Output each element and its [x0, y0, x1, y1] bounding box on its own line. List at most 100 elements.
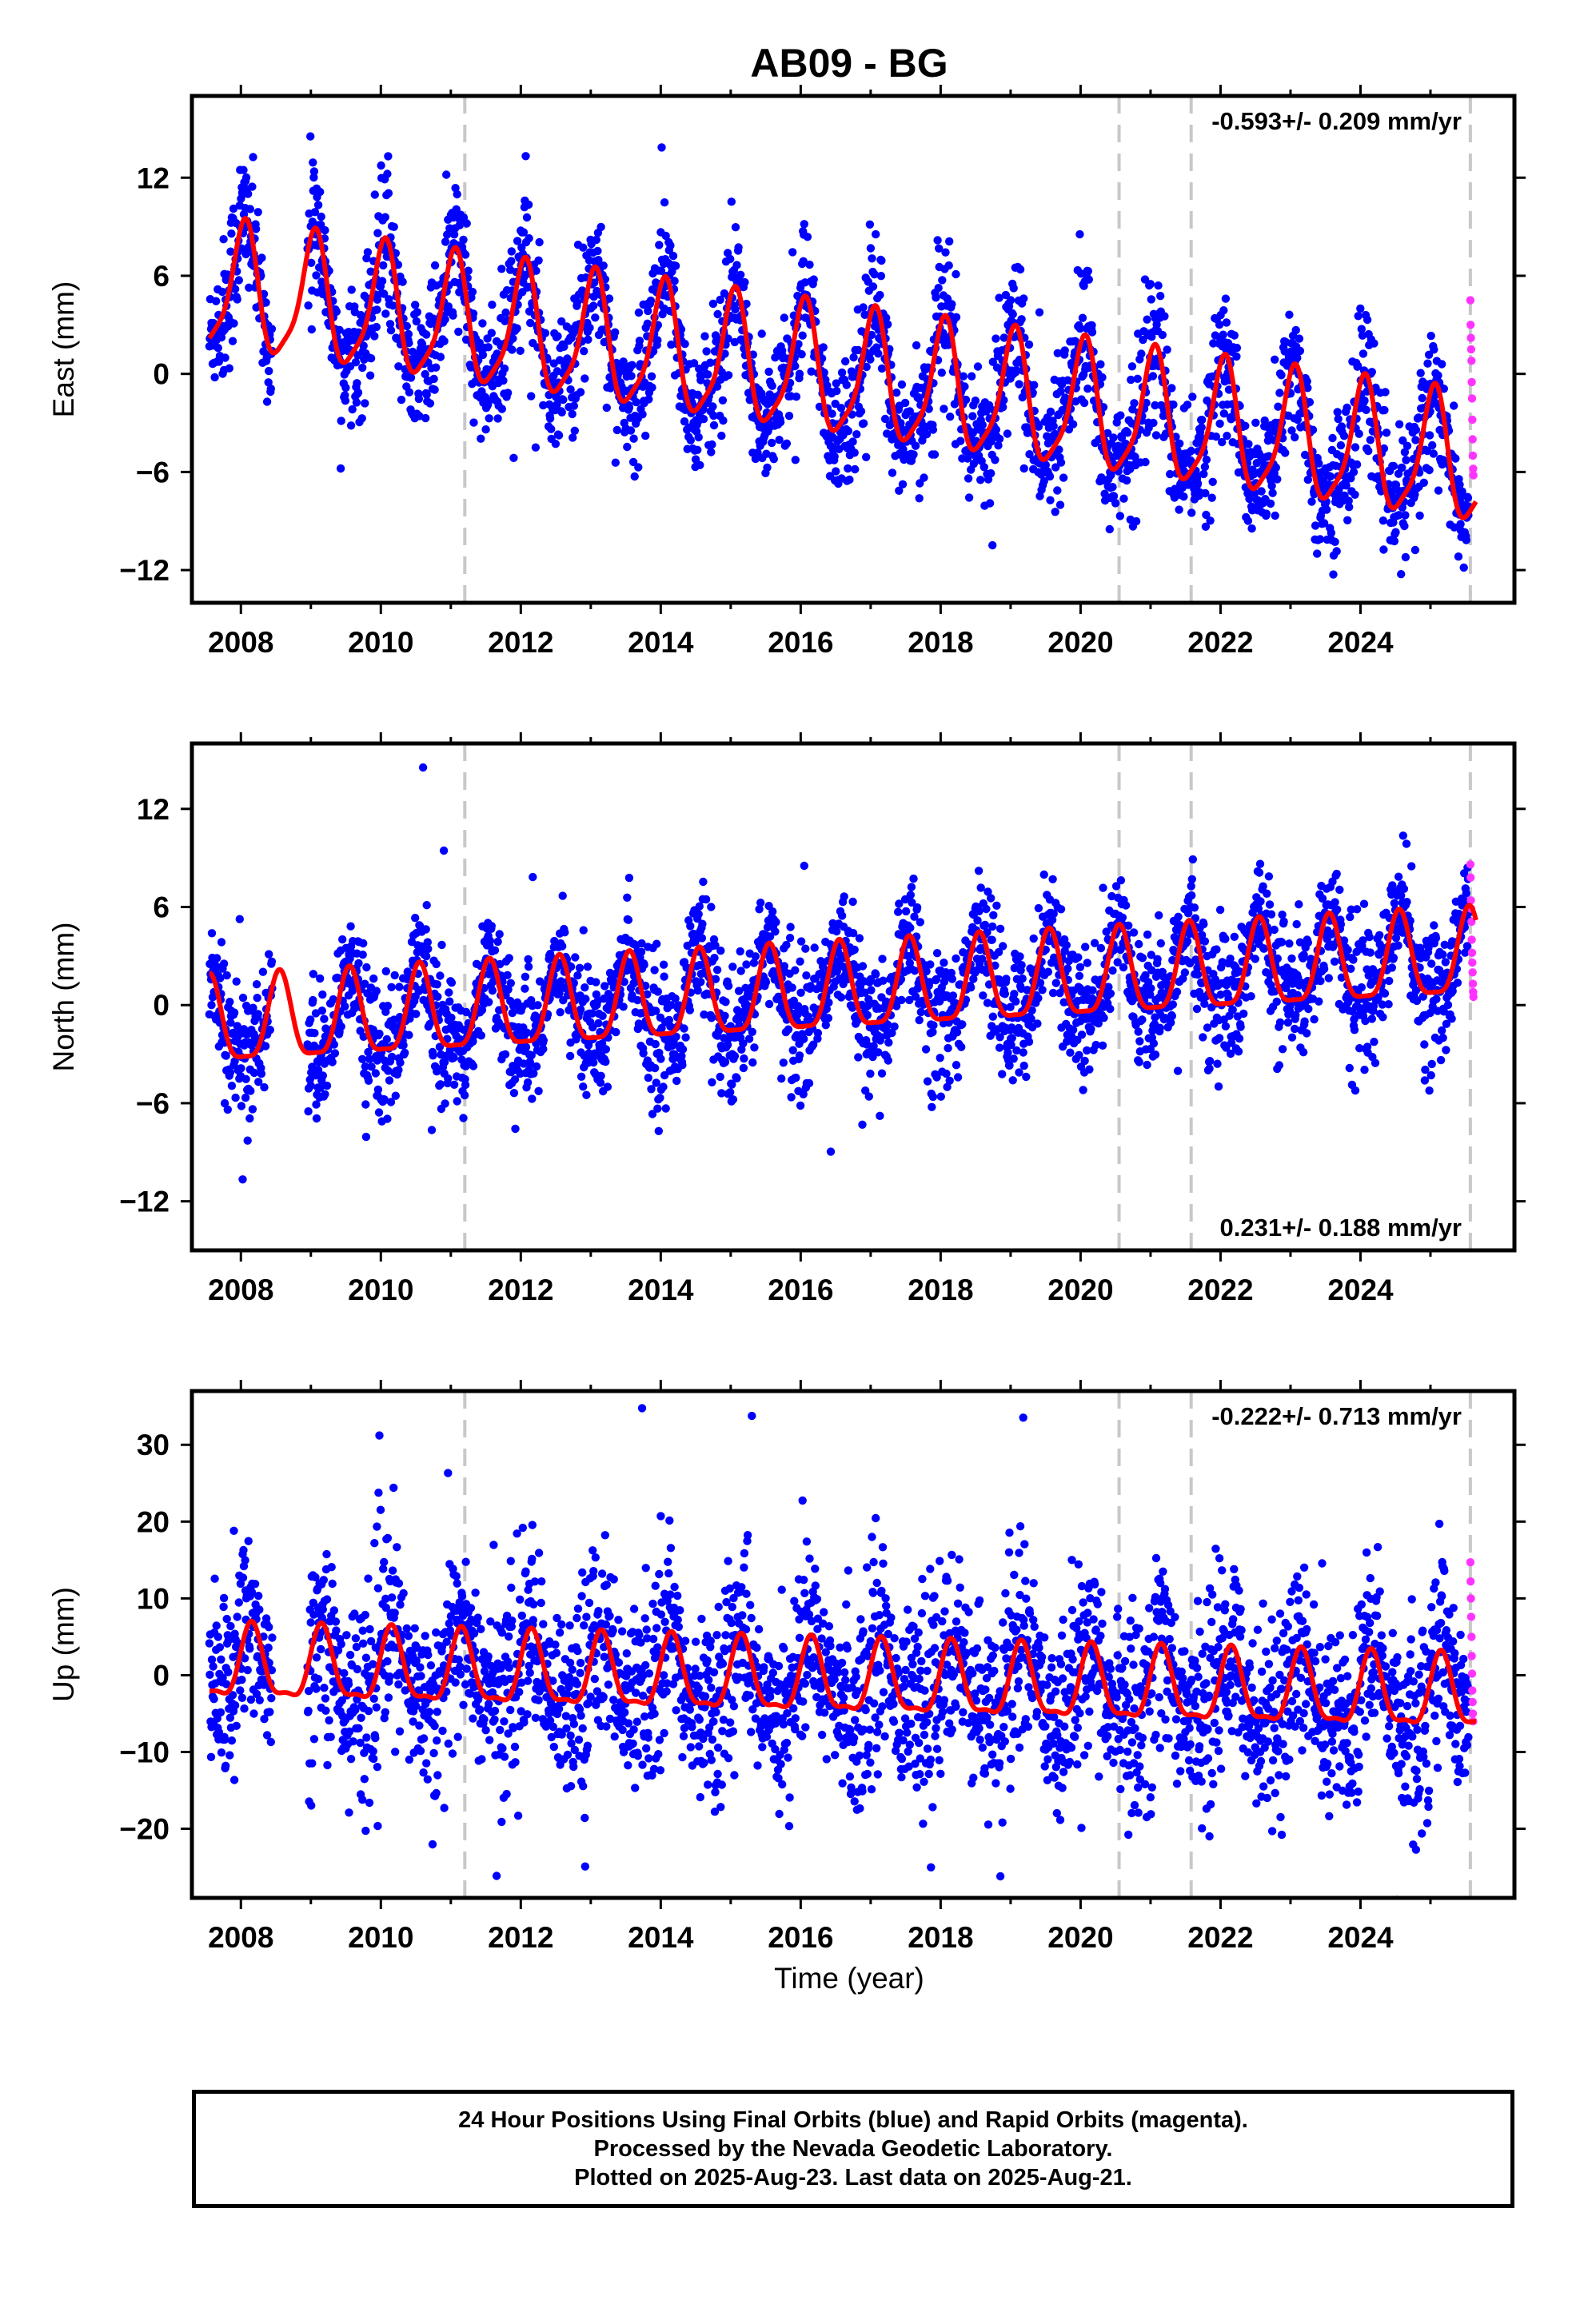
data-point: [1331, 538, 1339, 546]
data-point: [501, 309, 509, 317]
data-point: [1035, 309, 1043, 317]
data-point: [979, 991, 987, 999]
data-point: [1046, 472, 1054, 480]
data-point: [501, 1050, 509, 1058]
data-point: [521, 985, 529, 993]
data-point: [582, 1091, 590, 1099]
data-point: [686, 922, 694, 930]
data-point: [724, 982, 732, 990]
data-point: [1088, 328, 1096, 336]
rapid-data-point: [1468, 416, 1476, 424]
data-point: [736, 271, 744, 279]
data-point: [387, 326, 395, 334]
data-point: [577, 1073, 585, 1081]
data-point: [437, 353, 445, 361]
data-point: [249, 153, 257, 161]
data-point: [1343, 516, 1351, 524]
data-point: [571, 953, 579, 961]
data-point: [1360, 397, 1368, 405]
data-point: [1379, 516, 1387, 524]
data-point: [884, 321, 892, 329]
data-point: [347, 421, 355, 429]
data-point: [987, 894, 995, 902]
chart-title: AB09 - BG: [750, 41, 948, 86]
data-point: [1267, 500, 1275, 508]
data-point: [220, 959, 228, 967]
data-point: [1143, 316, 1151, 324]
data-point: [309, 996, 317, 1004]
data-point: [491, 947, 499, 955]
data-point: [1003, 1048, 1011, 1056]
data-point: [383, 1114, 391, 1122]
data-point: [1201, 463, 1209, 471]
data-point: [1199, 470, 1207, 478]
data-point: [459, 1114, 467, 1122]
data-point: [776, 418, 784, 426]
data-point: [1057, 458, 1065, 466]
data-point: [571, 427, 579, 435]
data-point: [461, 250, 469, 258]
data-point: [805, 1079, 813, 1087]
data-point: [306, 132, 314, 140]
data-point: [598, 1012, 606, 1020]
data-point: [777, 1074, 785, 1082]
data-point: [1241, 422, 1249, 430]
data-point: [865, 1092, 873, 1100]
data-point: [926, 960, 934, 968]
data-point: [1003, 429, 1011, 437]
data-point: [1263, 509, 1271, 517]
data-point: [1044, 968, 1052, 976]
data-point: [337, 1022, 345, 1030]
data-point: [672, 261, 680, 269]
data-point: [1450, 401, 1458, 409]
data-point: [623, 443, 631, 451]
data-point: [317, 213, 325, 221]
data-point: [321, 1090, 329, 1098]
data-point: [392, 1092, 400, 1100]
data-point: [729, 1095, 737, 1103]
data-point: [948, 300, 956, 308]
data-point: [935, 284, 943, 292]
data-point: [411, 914, 419, 922]
data-point: [338, 935, 346, 943]
data-point: [719, 417, 727, 425]
data-point: [268, 325, 276, 333]
data-point: [771, 927, 779, 935]
data-point: [429, 375, 437, 383]
data-point: [949, 991, 957, 999]
data-point: [481, 425, 489, 433]
data-point: [982, 905, 990, 913]
data-point: [1363, 316, 1371, 324]
data-point: [974, 362, 982, 370]
data-point: [1381, 388, 1389, 396]
x-tick-label: 2022: [1187, 626, 1253, 659]
data-point: [1427, 332, 1435, 340]
final-orbit-points: [205, 763, 1474, 1184]
data-point: [860, 419, 868, 427]
data-point: [632, 398, 640, 406]
data-point: [624, 916, 632, 924]
data-point: [780, 313, 788, 321]
data-point: [469, 1062, 477, 1070]
data-point: [453, 190, 461, 198]
data-point: [931, 450, 939, 458]
data-point: [223, 971, 231, 979]
data-point: [1048, 875, 1056, 883]
rapid-data-point: [1466, 321, 1474, 329]
data-point: [449, 1054, 457, 1062]
data-point: [916, 1016, 924, 1024]
data-point: [952, 270, 960, 278]
data-point: [589, 301, 597, 309]
data-point: [254, 208, 262, 216]
data-point: [1379, 545, 1387, 553]
data-point: [878, 365, 886, 373]
data-point: [440, 337, 448, 345]
data-point: [436, 971, 444, 979]
data-point: [585, 324, 593, 332]
data-point: [857, 407, 865, 415]
data-point: [581, 983, 589, 991]
data-point: [796, 989, 804, 997]
data-point: [365, 1077, 373, 1085]
data-point: [1209, 478, 1217, 486]
data-point: [832, 387, 840, 395]
